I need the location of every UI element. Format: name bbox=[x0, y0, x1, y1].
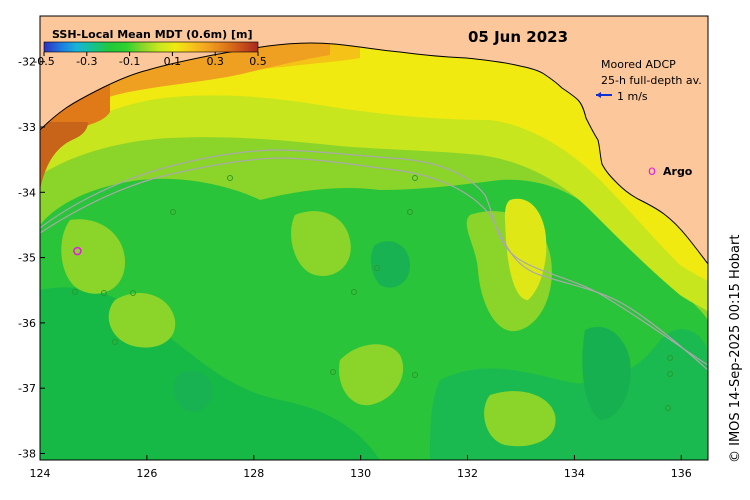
ssh-mid-eddy-5 bbox=[339, 344, 404, 406]
ssh-mid-eddy-1 bbox=[61, 219, 125, 294]
argo-legend-symbol: o bbox=[648, 164, 656, 179]
x-tick-label: 132 bbox=[457, 467, 478, 480]
x-tick-label: 128 bbox=[243, 467, 264, 480]
argo-markers bbox=[73, 246, 82, 256]
y-tick-label: -38 bbox=[18, 447, 36, 460]
ssh-yellow-lobe bbox=[504, 198, 547, 300]
isobath-1000m bbox=[40, 157, 708, 371]
colorbar-tick-label: 0.3 bbox=[206, 55, 224, 68]
ssh-yellow-band bbox=[40, 16, 708, 282]
land-australia bbox=[40, 16, 708, 265]
colorbar-tick-label: -0.3 bbox=[76, 55, 97, 68]
colorbar: SSH-Local Mean MDT (0.6m) [m] -0.5 -0.3 -0… bbox=[33, 28, 266, 68]
y-tick-label: -35 bbox=[18, 252, 36, 265]
ssh-mid-eddy-2 bbox=[108, 292, 176, 348]
y-tick-label: -33 bbox=[18, 121, 36, 134]
colorbar-tick-label: 0.5 bbox=[249, 55, 267, 68]
x-tick-label: 126 bbox=[136, 467, 157, 480]
colorbar-tick-label: -0.1 bbox=[119, 55, 140, 68]
adcp-legend-subtitle: 25-h full-depth av. bbox=[601, 74, 702, 87]
map-date: 05 Jun 2023 bbox=[468, 28, 568, 46]
ssh-deep-orange bbox=[40, 122, 88, 190]
colorbar-tick-label: -0.5 bbox=[33, 55, 54, 68]
adcp-legend-title: Moored ADCP bbox=[601, 58, 676, 71]
ssh-mid-eddy-6 bbox=[484, 391, 556, 447]
y-tick-label: -37 bbox=[18, 382, 36, 395]
adcp-scale-label: 1 m/s bbox=[617, 90, 648, 103]
isobath-200m bbox=[40, 149, 708, 366]
x-axis: 124 126 128 130 132 134 136 bbox=[30, 455, 692, 480]
arrow-head-icon bbox=[596, 92, 601, 98]
ssh-low-eddy-3 bbox=[582, 326, 631, 420]
argo-float-marker bbox=[73, 246, 82, 256]
ssh-mid-eddy-3 bbox=[291, 211, 351, 276]
argo-legend-label: Argo bbox=[663, 165, 693, 178]
y-tick-label: -36 bbox=[18, 317, 36, 330]
map-legend: Moored ADCP 25-h full-depth av. 1 m/s o … bbox=[596, 58, 702, 179]
y-tick-label: -32 bbox=[18, 56, 36, 69]
colorbar-tick-label: 0.1 bbox=[164, 55, 182, 68]
colorbar-bar bbox=[43, 41, 259, 53]
x-tick-label: 124 bbox=[30, 467, 51, 480]
ssh-low-eddy-5 bbox=[173, 371, 213, 413]
y-tick-label: -34 bbox=[18, 186, 36, 199]
x-tick-label: 136 bbox=[671, 467, 692, 480]
colorbar-ticks: -0.5 -0.3 -0.1 0.1 0.3 0.5 bbox=[33, 52, 267, 68]
ssh-low-eddy-4 bbox=[370, 241, 410, 288]
y-axis: -32 -33 -34 -35 -36 -37 -38 bbox=[18, 56, 45, 460]
x-tick-label: 130 bbox=[350, 467, 371, 480]
credit-text: © IMOS 14-Sep-2025 00:15 Hobart bbox=[728, 234, 743, 463]
colorbar-title: SSH-Local Mean MDT (0.6m) [m] bbox=[52, 28, 252, 41]
x-tick-label: 134 bbox=[564, 467, 585, 480]
map-frame bbox=[39, 15, 709, 461]
observation-points bbox=[72, 175, 673, 411]
